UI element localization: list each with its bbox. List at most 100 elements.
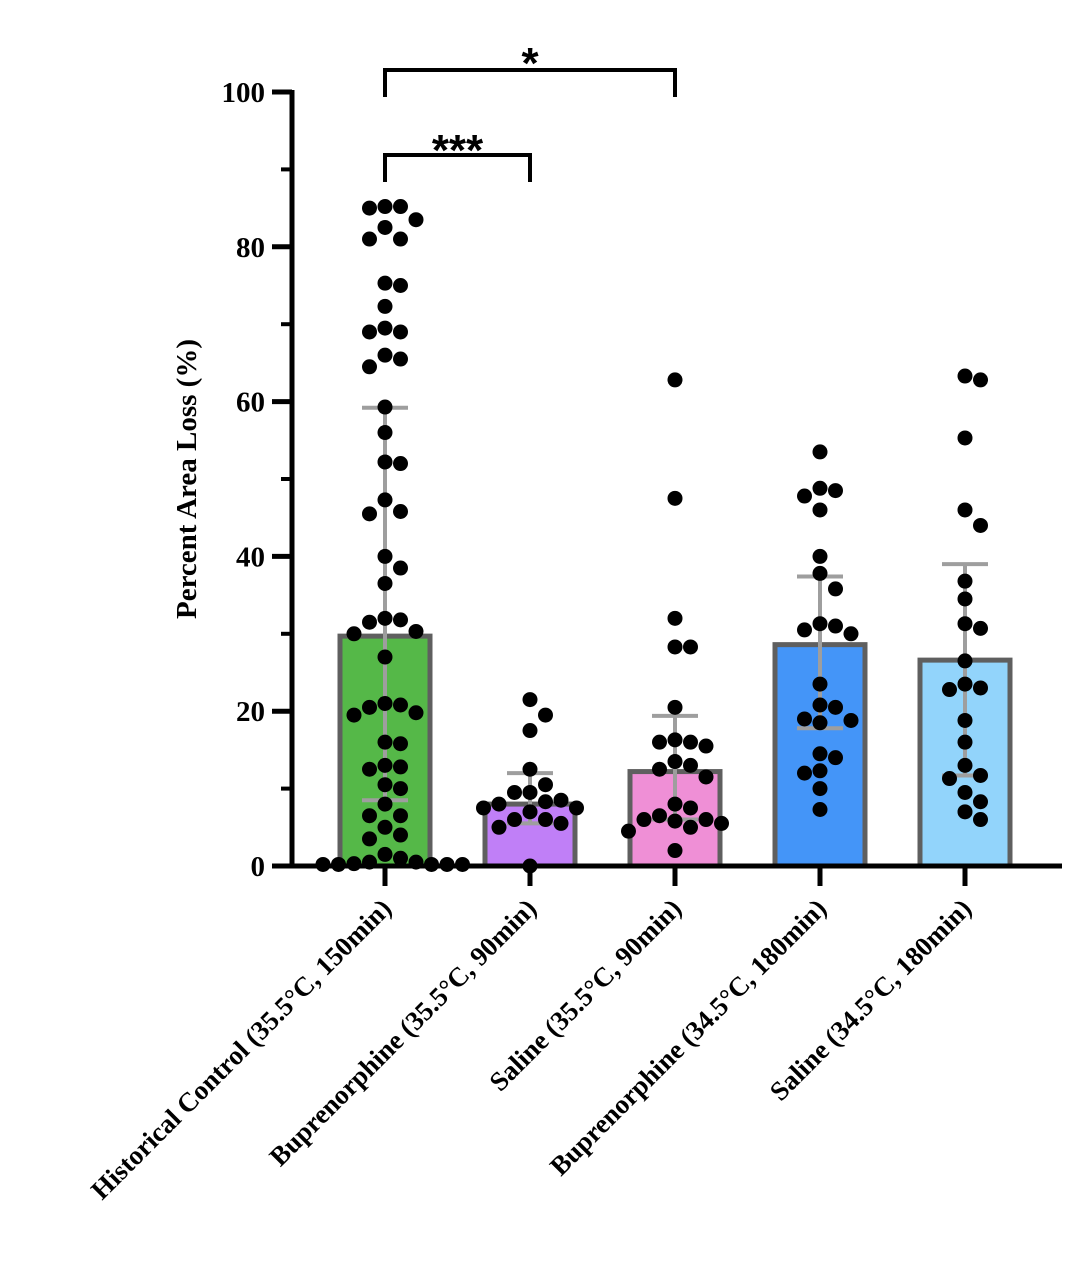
significance-bracket-1: *** xyxy=(383,126,532,182)
category-label-2: Buprenorphine (35.5°C, 90min) xyxy=(263,893,542,1172)
data-point xyxy=(652,734,667,750)
data-point xyxy=(812,565,828,581)
significance-bracket-line xyxy=(383,68,677,97)
data-point xyxy=(377,796,393,812)
data-point xyxy=(812,480,828,496)
data-point xyxy=(973,812,988,828)
data-point xyxy=(683,734,698,750)
data-point xyxy=(393,827,408,843)
data-point xyxy=(973,620,988,636)
y-tick-label: 100 xyxy=(222,77,266,109)
data-point xyxy=(362,506,377,522)
data-point xyxy=(377,548,393,564)
data-point xyxy=(667,754,683,770)
data-point xyxy=(393,781,408,797)
data-point xyxy=(522,723,538,739)
data-point xyxy=(476,800,491,816)
data-point xyxy=(957,653,973,669)
data-point xyxy=(698,769,714,785)
data-point xyxy=(812,763,828,779)
axes-layer xyxy=(272,89,1062,886)
data-point xyxy=(346,626,362,642)
data-point xyxy=(957,804,973,820)
data-point xyxy=(522,692,538,708)
data-point xyxy=(957,591,973,607)
data-point xyxy=(346,707,362,723)
data-point xyxy=(377,575,393,591)
data-point xyxy=(667,610,683,626)
data-point xyxy=(362,614,377,630)
data-point xyxy=(538,812,553,828)
data-point xyxy=(942,771,957,787)
data-point xyxy=(393,278,408,293)
data-point xyxy=(377,492,393,508)
data-point xyxy=(957,734,973,750)
data-point xyxy=(538,794,553,810)
significance-bracket-line xyxy=(383,153,532,182)
data-point xyxy=(377,320,393,336)
data-point xyxy=(408,212,424,228)
data-point xyxy=(377,275,393,291)
data-point xyxy=(683,639,698,655)
data-point xyxy=(812,502,828,518)
data-point xyxy=(377,347,393,363)
significance-layer: **** xyxy=(383,39,677,182)
data-point xyxy=(812,746,828,762)
data-point xyxy=(621,823,636,839)
data-point xyxy=(828,483,843,499)
data-point xyxy=(797,765,812,781)
data-point xyxy=(828,699,843,715)
data-point xyxy=(812,548,828,564)
data-point xyxy=(957,368,973,384)
data-point xyxy=(377,454,393,470)
data-point xyxy=(843,626,859,642)
data-point xyxy=(828,750,843,766)
category-label-4: Buprenorphine (34.5°C, 180min) xyxy=(544,893,832,1181)
data-point xyxy=(522,761,538,777)
data-point xyxy=(957,430,973,446)
data-point xyxy=(667,372,683,388)
data-point xyxy=(957,784,973,800)
data-point xyxy=(957,573,973,589)
data-point xyxy=(667,732,683,748)
data-point xyxy=(393,351,408,367)
data-point xyxy=(377,695,393,711)
data-point xyxy=(973,767,988,783)
significance-bracket-2: * xyxy=(383,39,677,97)
data-point xyxy=(362,200,377,216)
data-point xyxy=(973,680,988,696)
labels-layer: 0 20 40 60 80 100 Historical Control (35.5°C, … xyxy=(85,77,977,1205)
data-point xyxy=(507,812,522,828)
y-tick-label: 20 xyxy=(236,696,265,728)
data-point xyxy=(393,850,408,866)
data-point xyxy=(377,219,393,235)
data-point xyxy=(522,784,538,800)
data-point xyxy=(393,456,408,472)
data-point xyxy=(393,324,408,340)
data-point xyxy=(377,819,393,835)
data-point xyxy=(812,781,828,797)
data-point xyxy=(957,616,973,632)
data-point xyxy=(362,761,377,777)
data-point xyxy=(362,231,377,247)
data-point xyxy=(377,734,393,750)
y-tick-label: 60 xyxy=(236,387,265,419)
data-point xyxy=(362,699,377,715)
data-point xyxy=(828,581,843,597)
data-point xyxy=(538,777,553,793)
data-point xyxy=(393,697,408,713)
data-point xyxy=(667,639,683,655)
data-point xyxy=(362,359,377,375)
data-point xyxy=(393,736,408,752)
data-point xyxy=(553,792,569,808)
data-point xyxy=(362,324,377,340)
data-point xyxy=(812,676,828,692)
y-tick-label: 80 xyxy=(236,232,265,264)
data-point xyxy=(377,649,393,665)
data-point xyxy=(812,444,828,460)
data-point xyxy=(973,517,988,533)
data-point xyxy=(957,502,973,518)
data-point xyxy=(377,610,393,626)
data-point xyxy=(828,618,843,634)
